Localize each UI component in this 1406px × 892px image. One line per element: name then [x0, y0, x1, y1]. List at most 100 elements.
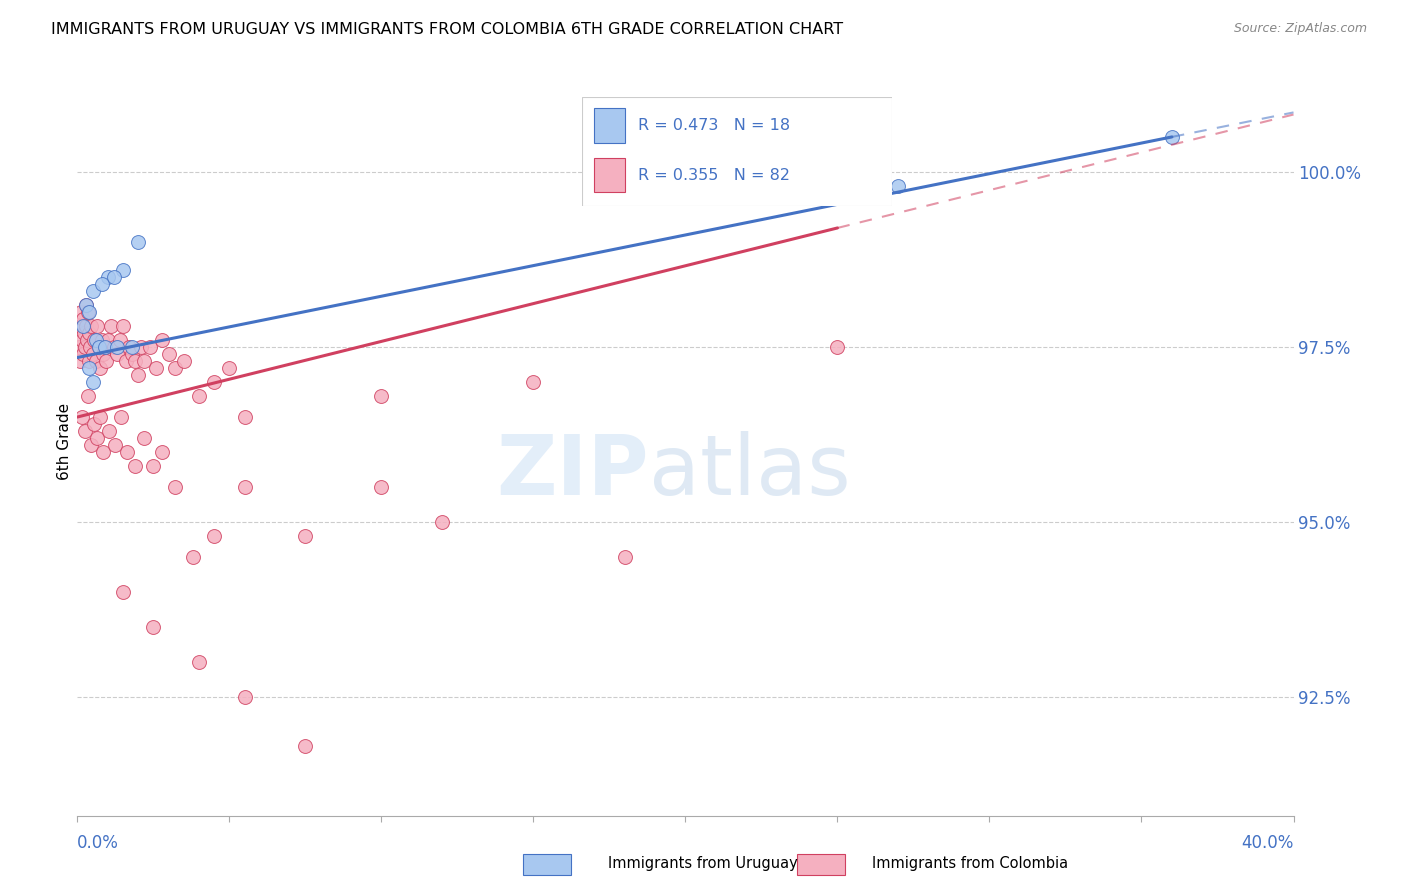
- Point: [105, 347, 128, 361]
- Point: [86, 431, 108, 445]
- Point: [134, 354, 156, 368]
- Point: [134, 431, 156, 445]
- Point: [82, 375, 104, 389]
- Point: [84, 354, 107, 368]
- Point: [117, 445, 139, 459]
- Point: [72, 318, 94, 333]
- Point: [72, 347, 94, 361]
- Point: [84, 333, 107, 347]
- Point: [87, 340, 110, 354]
- Point: [70, 333, 93, 347]
- Point: [90, 277, 112, 291]
- Point: [111, 585, 134, 599]
- Point: [82, 347, 104, 361]
- Text: 40.0%: 40.0%: [1241, 834, 1294, 852]
- Point: [79, 340, 101, 354]
- Point: [430, 515, 453, 529]
- Point: [67, 340, 90, 354]
- Point: [163, 480, 186, 494]
- Point: [152, 445, 174, 459]
- Point: [70, 410, 93, 425]
- Point: [124, 354, 146, 368]
- Point: [142, 458, 165, 473]
- Point: [613, 550, 636, 565]
- Point: [142, 620, 165, 634]
- Point: [145, 361, 167, 376]
- Point: [121, 340, 143, 354]
- Point: [98, 424, 121, 438]
- Point: [97, 333, 120, 347]
- Point: [73, 326, 96, 340]
- Point: [77, 305, 100, 319]
- Point: [152, 333, 174, 347]
- Point: [82, 284, 104, 298]
- Point: [181, 550, 204, 565]
- Point: [105, 340, 128, 354]
- Point: [91, 347, 114, 361]
- Point: [1161, 130, 1184, 145]
- Point: [370, 480, 392, 494]
- Point: [80, 318, 103, 333]
- Point: [163, 361, 186, 376]
- Point: [294, 529, 316, 543]
- Point: [90, 333, 112, 347]
- Point: [89, 361, 111, 376]
- Point: [100, 318, 122, 333]
- Point: [110, 410, 132, 425]
- Point: [86, 318, 108, 333]
- Text: Immigrants from Uruguay: Immigrants from Uruguay: [609, 856, 797, 871]
- Point: [115, 354, 138, 368]
- Text: atlas: atlas: [650, 431, 851, 512]
- Point: [294, 739, 316, 753]
- Point: [157, 347, 180, 361]
- Point: [79, 361, 101, 376]
- Point: [188, 655, 211, 669]
- Point: [173, 354, 195, 368]
- Point: [83, 333, 105, 347]
- Point: [233, 410, 256, 425]
- Point: [103, 270, 125, 285]
- Point: [827, 340, 849, 354]
- Point: [79, 305, 101, 319]
- Point: [139, 340, 162, 354]
- Point: [69, 354, 91, 368]
- Point: [103, 340, 125, 354]
- Point: [370, 389, 392, 403]
- Point: [73, 340, 96, 354]
- Point: [202, 375, 225, 389]
- Point: [75, 298, 97, 312]
- Point: [72, 312, 94, 326]
- Point: [69, 318, 91, 333]
- Point: [129, 340, 152, 354]
- Point: [233, 480, 256, 494]
- Point: [96, 354, 118, 368]
- Point: [124, 458, 146, 473]
- Point: [76, 333, 98, 347]
- FancyBboxPatch shape: [523, 854, 571, 875]
- Point: [887, 178, 910, 193]
- Point: [522, 375, 544, 389]
- Point: [111, 318, 134, 333]
- Point: [218, 361, 240, 376]
- Point: [79, 326, 101, 340]
- Point: [89, 410, 111, 425]
- Point: [93, 340, 115, 354]
- Point: [121, 347, 143, 361]
- Point: [188, 389, 211, 403]
- Point: [80, 438, 103, 452]
- Text: 0.0%: 0.0%: [77, 834, 120, 852]
- Point: [91, 445, 114, 459]
- Point: [111, 263, 134, 277]
- Point: [104, 438, 127, 452]
- Point: [73, 424, 96, 438]
- Point: [77, 354, 100, 368]
- Point: [93, 340, 115, 354]
- Point: [108, 333, 131, 347]
- Point: [233, 690, 256, 705]
- Point: [87, 340, 110, 354]
- Point: [202, 529, 225, 543]
- Text: Source: ZipAtlas.com: Source: ZipAtlas.com: [1233, 22, 1367, 36]
- Point: [97, 270, 120, 285]
- Point: [118, 340, 141, 354]
- Point: [75, 298, 97, 312]
